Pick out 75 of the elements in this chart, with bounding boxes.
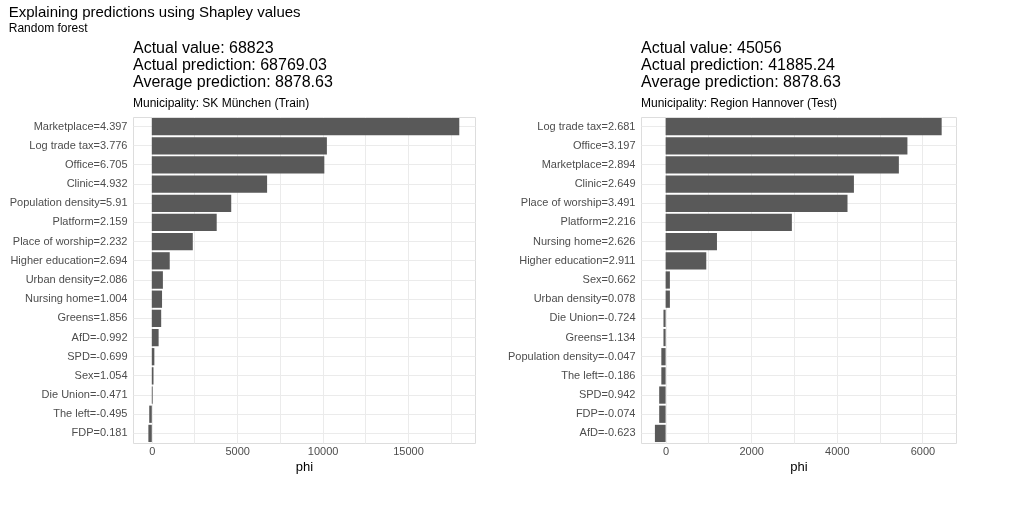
chart-subtitle: Municipality: SK München (Train) bbox=[133, 96, 310, 110]
x-tick-label: 15000 bbox=[393, 444, 424, 457]
text: Random forest bbox=[8, 20, 89, 35]
x-axis-title: phi bbox=[790, 458, 808, 474]
bar bbox=[654, 424, 666, 443]
y-tick-label: FDP=0.181 bbox=[71, 426, 128, 439]
y-tick-label: Urban density=2.086 bbox=[25, 273, 128, 285]
y-tick-label: Clinic=4.932 bbox=[66, 177, 128, 190]
bar bbox=[151, 309, 162, 327]
bar bbox=[665, 233, 717, 251]
y-tick-label: Place of worship=3.491 bbox=[520, 196, 636, 209]
y-tick-label: AfD=-0.992 bbox=[71, 330, 128, 343]
text: Explaining predictions using Shapley values bbox=[8, 2, 301, 20]
y-tick-label: Log trade tax=3.776 bbox=[29, 138, 128, 151]
bar bbox=[665, 290, 670, 308]
y-tick-label: Place of worship=2.232 bbox=[12, 234, 128, 247]
bar bbox=[665, 117, 942, 136]
bar bbox=[151, 233, 193, 251]
y-tick-label: Die Union=-0.724 bbox=[549, 311, 636, 324]
bar bbox=[665, 252, 707, 270]
bar bbox=[665, 213, 792, 232]
chart-title: Actual value: 45056 Actual prediction: 41885.24 Average prediction: 8878.63 bbox=[641, 39, 841, 90]
bar bbox=[151, 194, 232, 212]
y-tick-label: SPD=0.942 bbox=[578, 388, 636, 401]
y-tick-label: SPD=-0.699 bbox=[67, 349, 128, 362]
bar bbox=[659, 405, 666, 423]
x-tick-label: 0 bbox=[663, 444, 670, 457]
x-tick-label: 0 bbox=[149, 444, 156, 457]
x-tick-label: 5000 bbox=[225, 444, 250, 457]
y-tick-label: Platform=2.159 bbox=[52, 215, 128, 228]
y-tick-label: Platform=2.216 bbox=[560, 215, 636, 228]
y-tick-label: AfD=-0.623 bbox=[579, 426, 636, 439]
y-tick-label: Population density=5.91 bbox=[9, 196, 128, 209]
y-tick-label: Higher education=2.694 bbox=[10, 253, 128, 266]
y-tick-label: Urban density=0.078 bbox=[533, 292, 636, 305]
y-tick-label: Marketplace=4.397 bbox=[33, 119, 128, 132]
bar bbox=[665, 194, 848, 212]
y-tick-label: Nursing home=2.626 bbox=[533, 234, 636, 247]
bar bbox=[151, 290, 163, 308]
bar bbox=[151, 271, 163, 289]
bar bbox=[663, 309, 666, 327]
y-tick-label: Nursing home=1.004 bbox=[25, 292, 128, 305]
y-tick-label: Greens=1.856 bbox=[57, 311, 128, 324]
y-tick-label: The left=-0.495 bbox=[53, 407, 128, 420]
bar bbox=[151, 252, 170, 270]
y-tick-label: Log trade tax=2.681 bbox=[537, 119, 636, 132]
y-tick-label: Marketplace=2.894 bbox=[541, 157, 636, 170]
y-tick-label: Population density=-0.047 bbox=[507, 349, 636, 362]
bar bbox=[665, 271, 670, 289]
bar bbox=[151, 328, 159, 347]
y-tick-label: Clinic=2.649 bbox=[574, 177, 636, 190]
bar bbox=[665, 137, 908, 155]
bar bbox=[151, 213, 217, 232]
x-tick-label: 2000 bbox=[739, 444, 764, 457]
bar bbox=[661, 348, 666, 366]
bar bbox=[151, 137, 327, 155]
y-tick-label: Higher education=2.911 bbox=[519, 253, 636, 266]
chart-title: Actual value: 68823 Actual prediction: 68769.03 Average prediction: 8878.63 bbox=[133, 39, 333, 90]
x-tick-label: 4000 bbox=[825, 444, 850, 457]
x-axis-title: phi bbox=[295, 458, 314, 474]
y-tick-label: Sex=0.662 bbox=[582, 273, 636, 285]
y-tick-label: Office=3.197 bbox=[573, 138, 636, 151]
bar bbox=[151, 117, 460, 136]
y-tick-label: Greens=1.134 bbox=[565, 330, 636, 343]
y-tick-label: Die Union=-0.471 bbox=[41, 388, 128, 401]
y-tick-label: Sex=1.054 bbox=[74, 368, 128, 381]
bar bbox=[149, 405, 152, 423]
x-tick-label: 10000 bbox=[307, 444, 339, 457]
bar bbox=[663, 328, 666, 347]
y-tick-label: FDP=-0.074 bbox=[575, 407, 636, 420]
y-tick-label: The left=-0.186 bbox=[561, 368, 636, 381]
x-tick-label: 6000 bbox=[910, 444, 936, 457]
bar bbox=[148, 424, 152, 443]
chart-subtitle: Municipality: Region Hannover (Test) bbox=[641, 96, 838, 110]
y-tick-label: Office=6.705 bbox=[65, 157, 128, 170]
